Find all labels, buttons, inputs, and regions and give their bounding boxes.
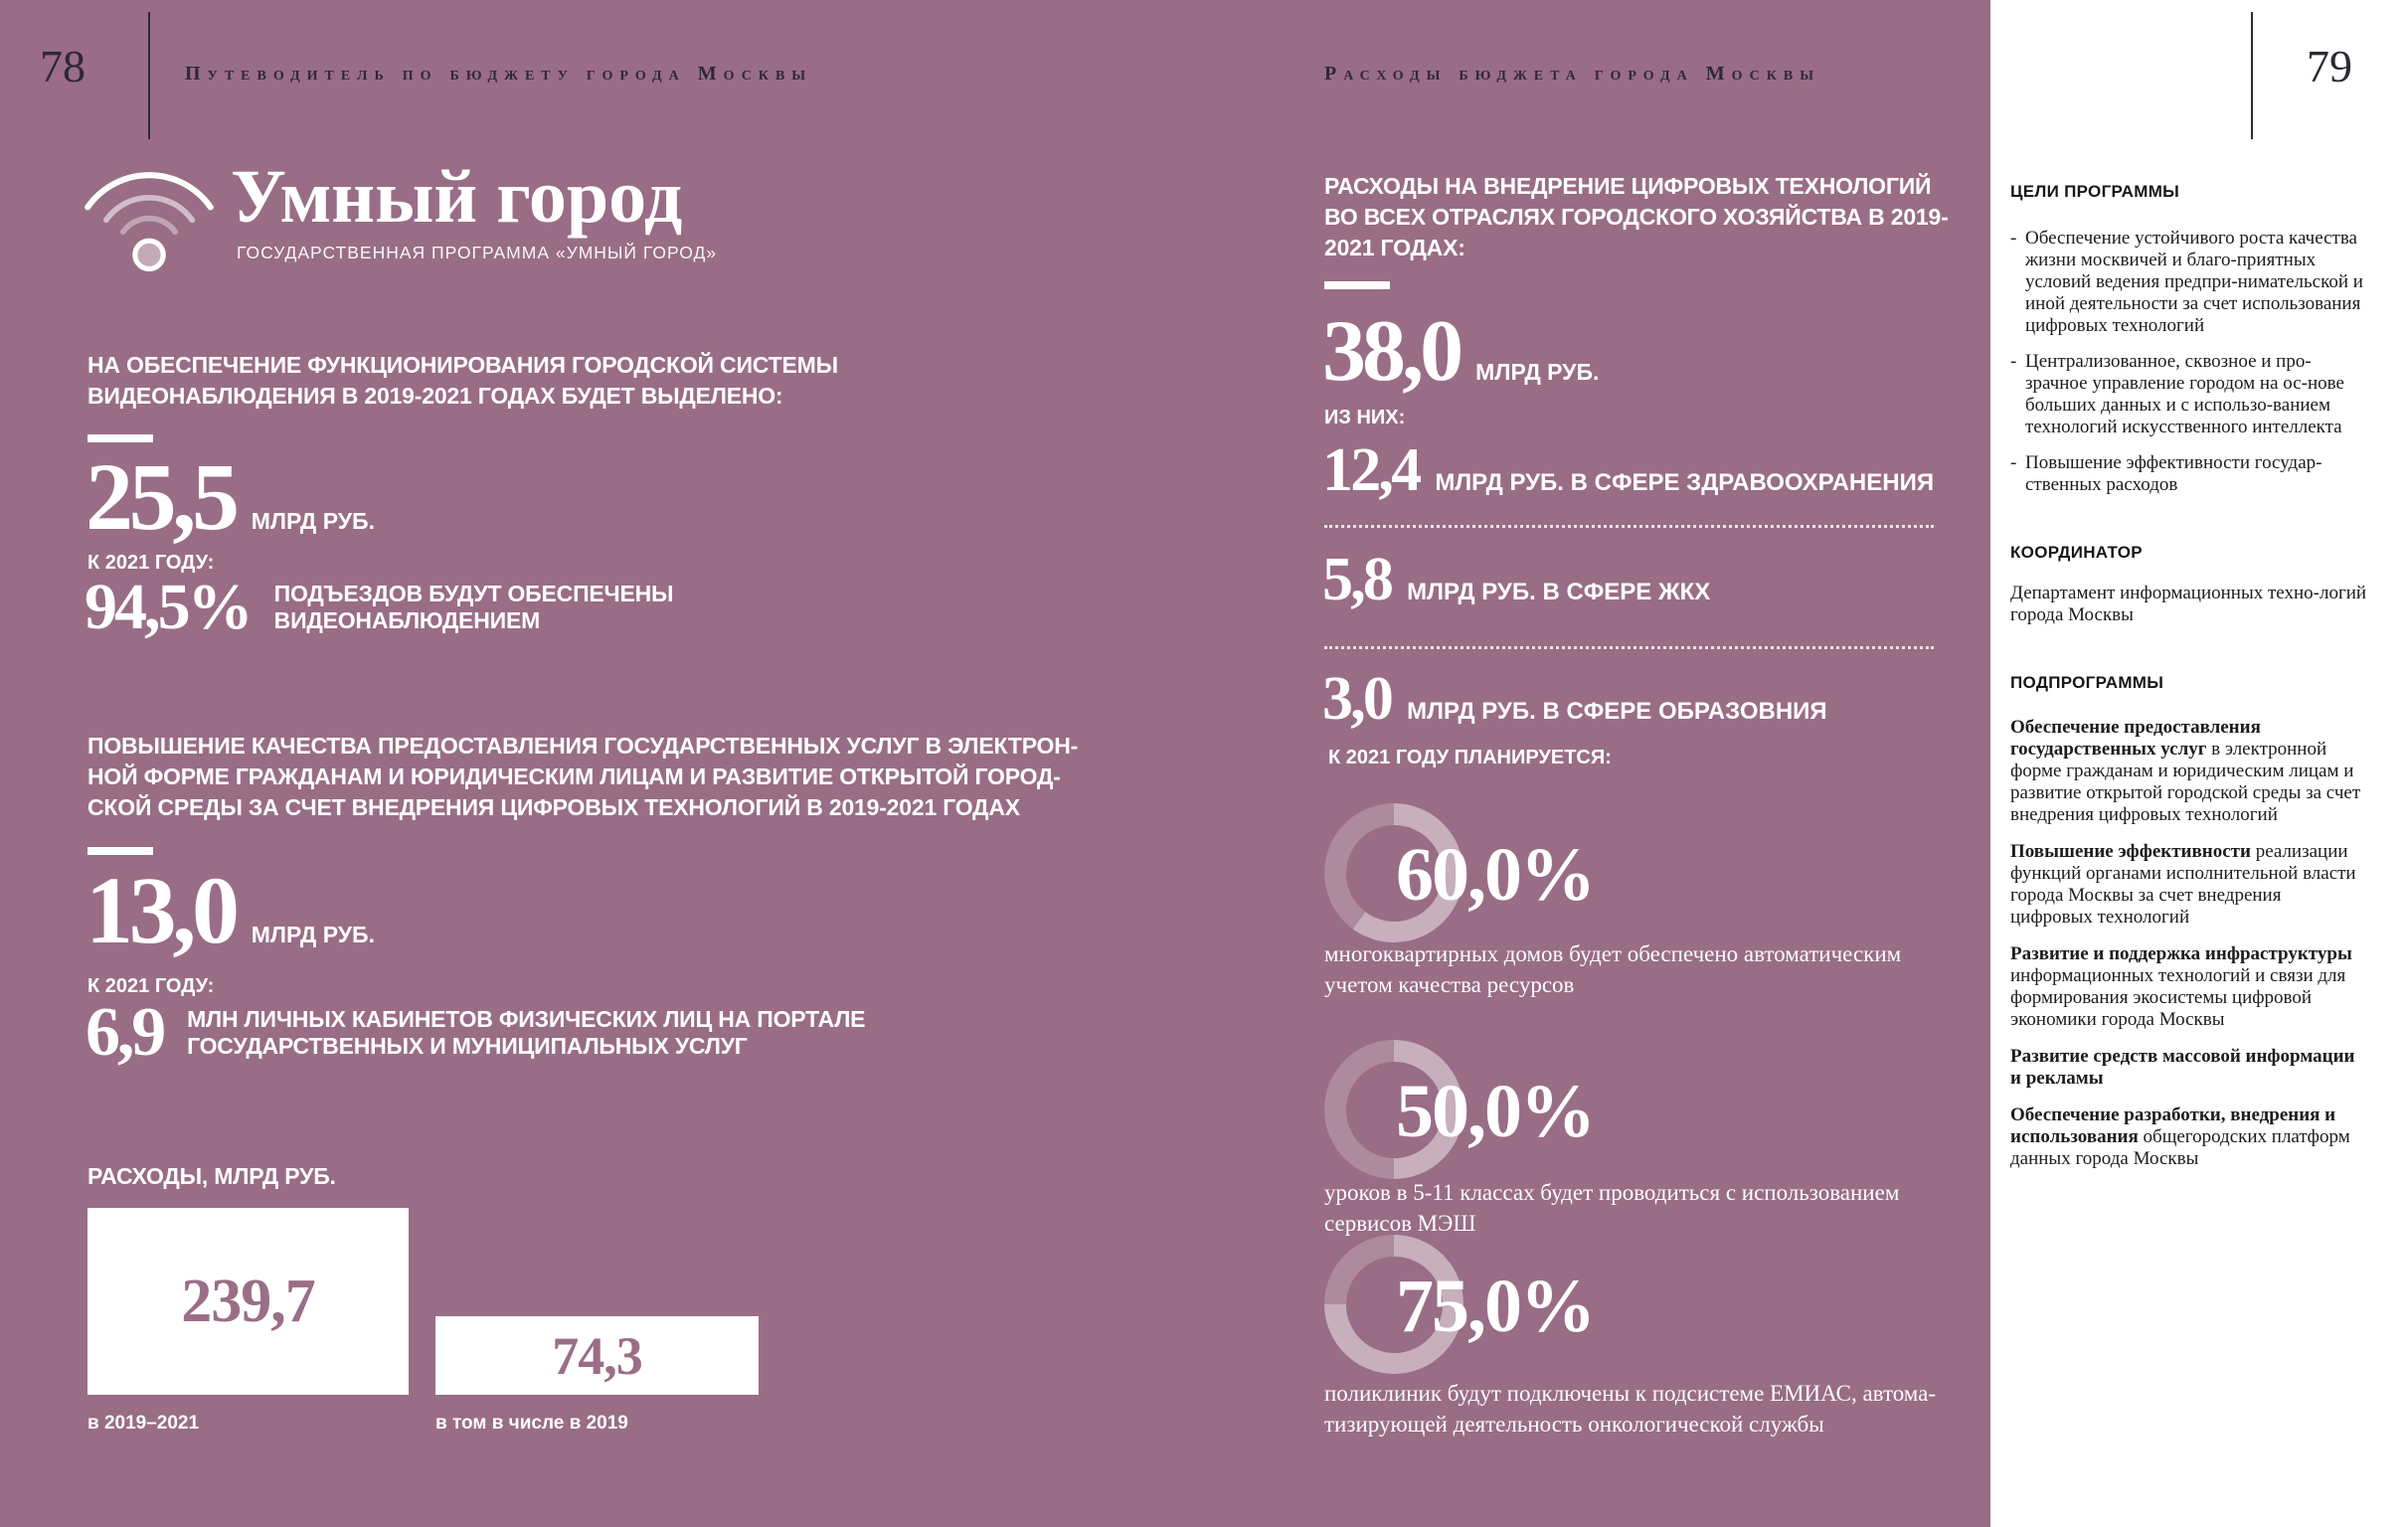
- amount-value: 13,0: [86, 857, 240, 963]
- section-dash: [87, 847, 153, 855]
- breakdown-row-housing: 5,8 МЛРД РУБ. В СФЕРЕ ЖКХ: [1322, 546, 1711, 613]
- running-title-left: Путеводитель по бюджету города Москвы: [185, 63, 813, 85]
- donut-caption: поликлиник будут подключены к подсистеме…: [1324, 1381, 1937, 1437]
- value-number: 6,9: [86, 994, 166, 1071]
- breakdown-row-health: 12,4 МЛРД РУБ. В СФЕРЕ ЗДРАВООХРАНЕНИЯ: [1322, 436, 1935, 504]
- sidebar-subprograms-title: ПОДПРОГРАММЫ: [2010, 673, 2164, 692]
- bar-label: в том в числе в 2019: [435, 1413, 628, 1434]
- services-section-heading: ПОВЫШЕНИЕ КАЧЕСТВА ПРЕДОСТАВЛЕНИЯ ГОСУДА…: [87, 733, 1079, 820]
- percent-value: 94,5%: [85, 571, 254, 643]
- running-title-right: Расходы бюджета города Москвы: [1324, 63, 1821, 85]
- program-title: Умный город: [231, 155, 683, 239]
- video-amount: 25,5 МЛРД РУБ.: [86, 449, 375, 545]
- wifi-icon: [85, 172, 214, 272]
- digital-total: 38,0 МЛРД РУБ.: [1322, 308, 1599, 396]
- breakdown-row-education: 3,0 МЛРД РУБ. В СФЕРЕ ОБРАЗОВНИЯ: [1322, 665, 1827, 733]
- donut-caption: уроков в 5-11 классах будет проводиться …: [1324, 1180, 1900, 1236]
- donut-chart-mesh-lessons: [1324, 1040, 1463, 1179]
- bar-value: 74,3: [552, 1325, 642, 1386]
- donut-chart-emias-clinics: [1324, 1235, 1463, 1374]
- donut-percent: 60,0%: [1396, 833, 1596, 917]
- deadline-label: К 2021 ГОДУ:: [87, 975, 215, 997]
- header-divider-left: [148, 12, 150, 139]
- donut-chart-housing-meters: [1324, 803, 1463, 942]
- bar-value: 239,7: [181, 1267, 315, 1335]
- chart-title: РАСХОДЫ, МЛРД РУБ.: [87, 1163, 336, 1189]
- section-dash: [1324, 281, 1390, 289]
- goal-item: Обеспечение устойчивого роста качества ж…: [2010, 228, 2368, 337]
- dotted-divider: [1324, 525, 1934, 528]
- coordinator-text: Департамент информационных техно-логий г…: [2010, 583, 2367, 625]
- subprogram-item: Обеспечение предоставления государственн…: [2010, 717, 2361, 825]
- subprogram-item: Развитие средств массовой информации и р…: [2010, 1046, 2355, 1089]
- services-value-row: 6,9 МЛН ЛИЧНЫХ КАБИНЕТОВ ФИЗИЧЕСКИХ ЛИЦ …: [86, 998, 865, 1068]
- donut-percent: 75,0%: [1396, 1265, 1596, 1348]
- subprogram-item: Обеспечение разработки, внедрения и испо…: [2010, 1104, 2350, 1169]
- video-section-heading: НА ОБЕСПЕЧЕНИЕ ФУНКЦИОНИРОВАНИЯ ГОРОДСКО…: [87, 352, 838, 409]
- value-caption: МЛН ЛИЧНЫХ КАБИНЕТОВ ФИЗИЧЕСКИХ ЛИЦ НА П…: [187, 1006, 866, 1059]
- donut-percent: 50,0%: [1396, 1070, 1596, 1153]
- amount-unit: МЛРД РУБ.: [251, 508, 375, 534]
- page-number-left: 78: [40, 41, 86, 91]
- bar-label: в 2019–2021: [87, 1413, 200, 1434]
- total-value: 38,0: [1322, 303, 1463, 400]
- services-amount: 13,0 МЛРД РУБ.: [86, 863, 375, 958]
- donut-caption: многоквартирных домов будет обеспечено а…: [1324, 941, 1902, 997]
- total-unit: МЛРД РУБ.: [1475, 359, 1600, 385]
- subprogram-item: Развитие и поддержка инфраструктуры инфо…: [2010, 943, 2352, 1030]
- header-divider-right: [2251, 12, 2253, 139]
- digital-section-heading: РАСХОДЫ НА ВНЕДРЕНИЕ ЦИФРОВЫХ ТЕХНОЛОГИЙ…: [1324, 173, 1949, 260]
- amount-value: 25,5: [86, 443, 240, 550]
- goal-item: Централизованное, сквозное и про-зрачное…: [2010, 351, 2368, 438]
- plan-label: К 2021 ГОДУ ПЛАНИРУЕТСЯ:: [1328, 747, 1612, 768]
- section-dash: [87, 434, 153, 442]
- deadline-label: К 2021 ГОДУ:: [87, 552, 215, 574]
- sidebar-goals-title: ЦЕЛИ ПРОГРАММЫ: [2010, 182, 2180, 201]
- video-percent-row: 94,5% ПОДЪЕЗДОВ БУДУТ ОБЕСПЕЧЕНЫ ВИДЕОНА…: [85, 571, 674, 643]
- sidebar-panel: ЦЕЛИ ПРОГРАММЫ Обеспечение устойчивого р…: [1990, 0, 2408, 1527]
- percent-caption: ПОДЪЕЗДОВ БУДУТ ОБЕСПЕЧЕНЫ ВИДЕОНАБЛЮДЕН…: [273, 581, 674, 633]
- goal-item: Повышение эффективности государ-ственных…: [2010, 452, 2368, 496]
- bar-2019: 74,3: [435, 1316, 759, 1395]
- page-number-right: 79: [2307, 41, 2352, 91]
- sidebar-coordinator-title: КООРДИНАТОР: [2010, 543, 2143, 562]
- of-them-label: ИЗ НИХ:: [1324, 407, 1406, 428]
- program-subtitle: ГОСУДАРСТВЕННАЯ ПРОГРАММА «УМНЫЙ ГОРОД»: [237, 243, 718, 262]
- amount-unit: МЛРД РУБ.: [251, 922, 375, 947]
- subprogram-item: Повышение эффективности реализации функц…: [2010, 841, 2356, 928]
- bar-2019-2021: 239,7: [87, 1208, 409, 1395]
- dotted-divider: [1324, 646, 1934, 649]
